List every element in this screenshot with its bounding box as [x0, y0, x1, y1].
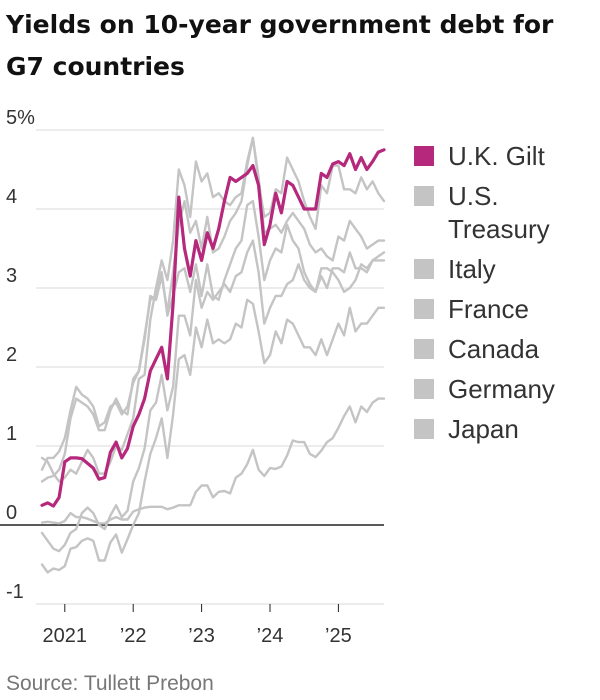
legend-item-italy: Italy: [412, 253, 597, 286]
y-tick-label: 3: [6, 265, 17, 287]
legend-item-canada: Canada: [412, 333, 597, 366]
legend: U.K. Gilt U.S. Treasury Italy France Canada G…: [412, 140, 597, 453]
muted-series-lines: [40, 136, 386, 574]
x-tick-label: ’22: [120, 625, 147, 647]
legend-item-germany: Germany: [412, 373, 597, 406]
x-tick-label: ’25: [325, 625, 352, 647]
legend-swatch: [414, 186, 434, 206]
legend-item-japan: Japan: [412, 413, 597, 446]
series-line-japan: [40, 397, 386, 525]
legend-item-france: France: [412, 293, 597, 326]
highlighted-series-line: [40, 148, 386, 508]
y-axis-tick-labels: 5% 4 3 2 1 0 -1: [6, 107, 35, 603]
y-tick-label: 2: [6, 344, 17, 366]
y-tick-label: -1: [6, 581, 24, 603]
legend-label: Japan: [448, 414, 519, 444]
legend-label: Italy: [448, 254, 496, 284]
legend-label: France: [448, 294, 529, 324]
series-line-germany: [40, 298, 386, 574]
source-note: Source: Tullett Prebon: [6, 672, 214, 695]
series-line-france: [40, 239, 386, 553]
x-tick-label: ’23: [188, 625, 215, 647]
legend-label: Canada: [448, 334, 540, 364]
y-tick-label: 4: [6, 186, 17, 208]
series-line-u-s-treasury: [40, 136, 386, 471]
y-tick-label: 0: [6, 502, 17, 524]
legend-label: U.S. Treasury: [448, 181, 550, 244]
series-line-italy: [40, 136, 386, 483]
x-tick-label: 2021: [43, 625, 88, 647]
legend-item-u-k-gilt: U.K. Gilt: [412, 140, 597, 173]
legend-swatch: [414, 259, 434, 279]
series-line-u-k-gilt: [40, 148, 386, 508]
legend-swatch: [414, 339, 434, 359]
legend-swatch: [414, 419, 434, 439]
legend-swatch: [414, 146, 434, 166]
legend-label: U.K. Gilt: [448, 141, 545, 171]
legend-label: Germany: [448, 374, 555, 404]
x-tick-label: ’24: [257, 625, 284, 647]
x-axis: 2021 ’22 ’23 ’24 ’25: [43, 604, 352, 647]
y-tick-label: 5%: [6, 107, 35, 129]
chart-title: Yields on 10-year government debt for G7…: [6, 10, 554, 81]
legend-swatch: [414, 379, 434, 399]
y-tick-label: 1: [6, 423, 17, 445]
legend-swatch: [414, 299, 434, 319]
series-line-canada: [40, 199, 386, 483]
legend-item-u-s-treasury: U.S. Treasury: [412, 180, 597, 246]
